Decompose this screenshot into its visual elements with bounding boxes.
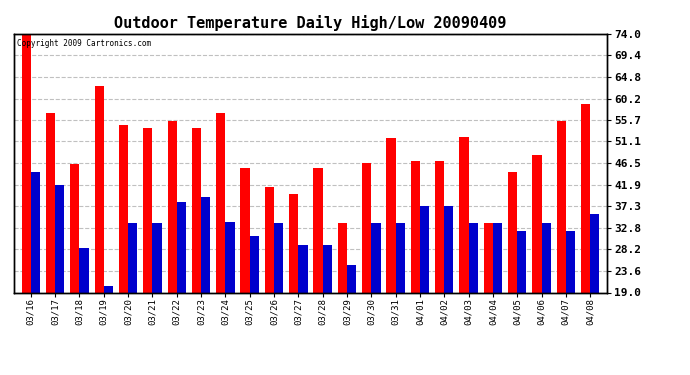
Bar xyxy=(21,34,31,292)
Bar xyxy=(566,231,575,292)
Bar xyxy=(337,223,347,292)
Bar xyxy=(395,223,405,292)
Bar xyxy=(240,168,250,292)
Bar xyxy=(590,214,600,292)
Title: Outdoor Temperature Daily High/Low 20090409: Outdoor Temperature Daily High/Low 20090… xyxy=(115,15,506,31)
Bar xyxy=(371,223,381,292)
Bar xyxy=(508,172,518,292)
Bar xyxy=(46,113,55,292)
Bar xyxy=(192,128,201,292)
Bar xyxy=(347,265,356,292)
Bar xyxy=(274,223,284,292)
Bar xyxy=(128,223,137,292)
Text: Copyright 2009 Cartronics.com: Copyright 2009 Cartronics.com xyxy=(17,39,151,48)
Bar xyxy=(542,223,551,292)
Bar xyxy=(70,164,79,292)
Bar xyxy=(323,246,332,292)
Bar xyxy=(55,185,64,292)
Bar xyxy=(144,128,152,292)
Bar xyxy=(444,206,453,292)
Bar xyxy=(265,187,274,292)
Bar xyxy=(79,248,89,292)
Bar xyxy=(201,198,210,292)
Bar xyxy=(460,137,469,292)
Bar xyxy=(168,121,177,292)
Bar xyxy=(532,155,542,292)
Bar xyxy=(435,161,444,292)
Bar xyxy=(152,223,161,292)
Bar xyxy=(95,86,103,292)
Bar xyxy=(362,163,371,292)
Bar xyxy=(493,223,502,292)
Bar xyxy=(31,172,40,292)
Bar xyxy=(411,161,420,292)
Bar xyxy=(177,202,186,292)
Bar xyxy=(484,223,493,292)
Bar xyxy=(469,223,477,292)
Bar xyxy=(313,168,323,292)
Bar xyxy=(119,126,128,292)
Bar xyxy=(216,113,226,292)
Bar xyxy=(298,246,308,292)
Bar xyxy=(557,121,566,292)
Bar xyxy=(581,104,590,292)
Bar xyxy=(420,206,429,292)
Bar xyxy=(226,222,235,292)
Bar xyxy=(518,231,526,292)
Bar xyxy=(289,194,298,292)
Bar xyxy=(250,236,259,292)
Bar xyxy=(386,138,395,292)
Bar xyxy=(104,286,113,292)
